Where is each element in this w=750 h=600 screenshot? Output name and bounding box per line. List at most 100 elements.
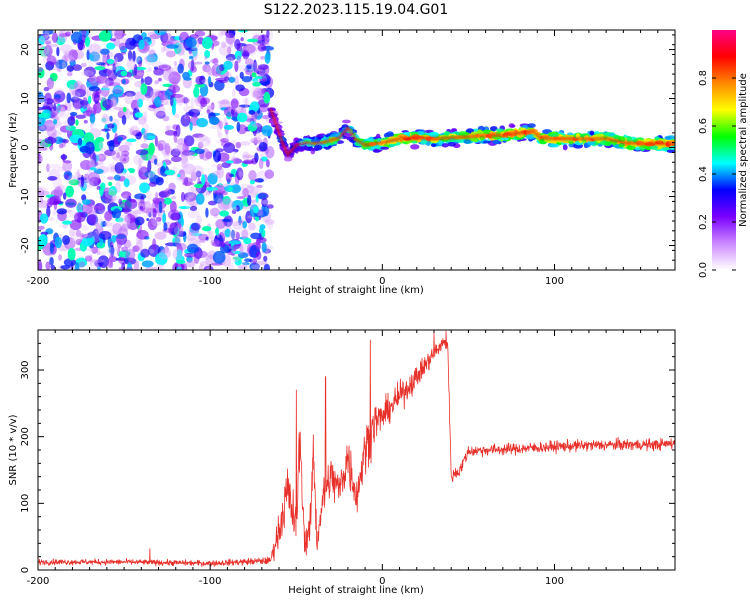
noise-blob bbox=[89, 113, 96, 124]
noise-blob bbox=[99, 250, 107, 257]
noise-blob bbox=[203, 265, 214, 270]
noise-blob bbox=[236, 195, 246, 200]
noise-blob bbox=[164, 169, 176, 176]
noise-blob bbox=[113, 52, 124, 62]
noise-blob bbox=[223, 142, 236, 154]
noise-blob bbox=[55, 59, 68, 69]
noise-blob bbox=[63, 160, 72, 164]
noise-blob bbox=[114, 56, 119, 68]
noise-blob bbox=[241, 75, 252, 83]
noise-blob bbox=[94, 66, 106, 71]
ridge-blob bbox=[310, 138, 321, 143]
noise-blob bbox=[242, 154, 255, 159]
noise-blob bbox=[206, 109, 211, 114]
noise-blob bbox=[199, 139, 211, 147]
noise-blob bbox=[144, 76, 153, 86]
ridge-blob bbox=[626, 136, 633, 142]
noise-blob bbox=[91, 246, 98, 254]
noise-blob bbox=[99, 147, 107, 153]
noise-blob bbox=[241, 261, 248, 270]
noise-blob bbox=[242, 187, 249, 198]
noise-blob bbox=[53, 103, 57, 112]
noise-blob bbox=[189, 66, 197, 73]
noise-blob bbox=[176, 266, 183, 270]
noise-blob bbox=[89, 258, 99, 264]
y-tick-label: 300 bbox=[20, 360, 31, 379]
noise-blob bbox=[88, 86, 100, 92]
noise-blob bbox=[185, 115, 191, 120]
noise-blob bbox=[141, 154, 147, 161]
noise-blob bbox=[237, 64, 248, 72]
noise-blob bbox=[228, 186, 233, 192]
noise-blob bbox=[186, 233, 197, 242]
noise-blob bbox=[97, 153, 106, 162]
noise-blob bbox=[237, 220, 244, 224]
noise-blob bbox=[201, 174, 206, 186]
ridge-blob bbox=[376, 137, 382, 143]
noise-blob bbox=[54, 88, 65, 94]
noise-blob bbox=[111, 235, 117, 244]
noise-blob bbox=[112, 89, 123, 95]
noise-blob bbox=[72, 64, 82, 71]
noise-blob bbox=[136, 71, 145, 76]
ridge-blob bbox=[476, 129, 483, 135]
noise-blob bbox=[38, 112, 50, 118]
noise-blob bbox=[239, 141, 251, 146]
noise-blob bbox=[266, 30, 270, 39]
noise-blob bbox=[145, 266, 159, 270]
noise-blob bbox=[113, 174, 121, 181]
noise-blob bbox=[182, 181, 195, 186]
noise-blob bbox=[101, 220, 107, 227]
noise-blob bbox=[44, 136, 57, 144]
noise-blob bbox=[238, 104, 251, 108]
y-tick-label: 200 bbox=[20, 427, 31, 446]
noise-blob bbox=[181, 97, 190, 104]
noise-blob bbox=[121, 79, 126, 85]
noise-blob bbox=[58, 254, 63, 261]
noise-blob bbox=[152, 238, 157, 251]
noise-blob bbox=[106, 58, 115, 65]
noise-blob bbox=[122, 206, 130, 215]
noise-blob bbox=[52, 209, 57, 216]
noise-blob bbox=[174, 94, 186, 103]
ridge-blob bbox=[495, 128, 505, 132]
noise-blob bbox=[102, 99, 114, 109]
noise-blob bbox=[173, 224, 184, 236]
noise-blob bbox=[71, 230, 82, 243]
noise-blob bbox=[38, 186, 49, 192]
noise-blob bbox=[174, 234, 181, 248]
noise-blob bbox=[104, 221, 109, 227]
noise-blob bbox=[252, 82, 262, 87]
noise-blob bbox=[40, 196, 44, 204]
noise-blob bbox=[251, 62, 259, 74]
noise-blob bbox=[212, 57, 219, 65]
spectrogram-marks bbox=[38, 30, 675, 270]
noise-blob bbox=[74, 262, 80, 270]
noise-blob bbox=[260, 156, 268, 162]
noise-blob bbox=[220, 242, 226, 248]
noise-blob bbox=[108, 256, 118, 263]
noise-blob bbox=[213, 192, 224, 204]
noise-blob bbox=[127, 213, 133, 220]
noise-blob bbox=[139, 182, 150, 194]
noise-blob bbox=[139, 205, 144, 210]
noise-blob bbox=[216, 32, 224, 39]
noise-blob bbox=[38, 139, 45, 150]
noise-blob bbox=[97, 255, 110, 268]
noise-blob bbox=[135, 209, 142, 214]
noise-blob bbox=[231, 88, 236, 98]
noise-blob bbox=[75, 119, 79, 126]
noise-blob bbox=[181, 157, 189, 168]
x-tick-label: 0 bbox=[379, 276, 385, 287]
colorbar: 0.0 0.2 0.4 0.6 0.8 Normalized spectral ampl… bbox=[698, 30, 749, 278]
ridge-blob bbox=[575, 133, 581, 139]
noise-blob bbox=[256, 184, 263, 189]
noise-blob bbox=[107, 70, 118, 81]
ridge-blob bbox=[568, 141, 574, 145]
ridge-blob bbox=[375, 133, 381, 139]
noise-blob bbox=[146, 217, 150, 222]
noise-blob bbox=[225, 132, 229, 142]
noise-blob bbox=[92, 90, 101, 103]
noise-blob bbox=[164, 143, 171, 155]
